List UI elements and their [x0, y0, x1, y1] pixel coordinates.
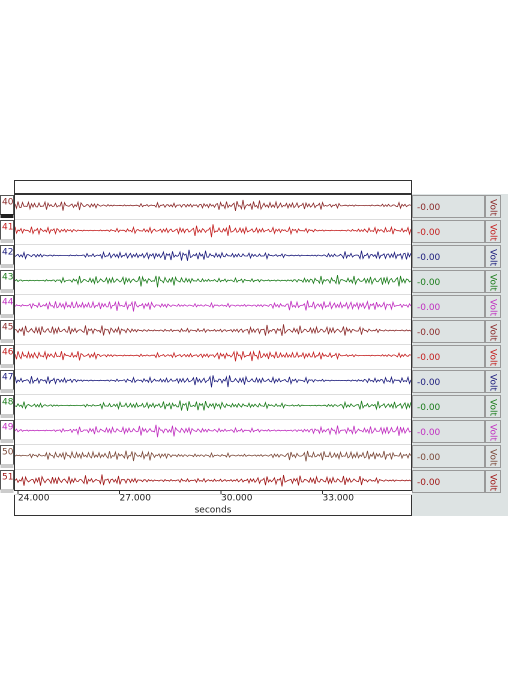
- unit-box: [485, 245, 501, 268]
- waveform: [14, 400, 412, 411]
- unit-box: [485, 320, 501, 343]
- channel-label-foot: [0, 389, 14, 393]
- value-box: [412, 345, 485, 368]
- channel-label-foot: [0, 464, 14, 468]
- channel-unit: Volt: [488, 374, 498, 391]
- unit-box: [485, 470, 501, 493]
- waveform: [14, 424, 412, 438]
- value-box: [412, 370, 485, 393]
- channel-label: 50: [2, 448, 14, 458]
- channel-value: -0.00: [417, 428, 441, 438]
- channel-label: 40: [2, 198, 14, 208]
- unit-box: [485, 370, 501, 393]
- unit-box: [485, 345, 501, 368]
- waveform: [14, 474, 412, 487]
- channel-unit: Volt: [488, 424, 498, 441]
- channel-unit: Volt: [488, 199, 498, 216]
- top-bar: [14, 180, 412, 194]
- plot-frame: [14, 194, 412, 491]
- row-bg: [14, 220, 412, 245]
- channel-value: -0.00: [417, 353, 441, 363]
- row-bg: [14, 395, 412, 420]
- value-box: [412, 470, 485, 493]
- channel-unit: Volt: [488, 474, 498, 491]
- channel-label: 48: [2, 398, 14, 408]
- channel-value: -0.00: [417, 378, 441, 388]
- channel-label-foot: [0, 289, 14, 293]
- value-box: [412, 445, 485, 468]
- channel-unit: Volt: [488, 274, 498, 291]
- waveform: [14, 249, 412, 261]
- value-box: [412, 420, 485, 443]
- channel-label: 41: [2, 223, 13, 233]
- channel-unit: Volt: [488, 349, 498, 366]
- unit-box: [485, 220, 501, 243]
- value-box: [412, 245, 485, 268]
- tick-label: 33.000: [323, 494, 355, 504]
- channel-value: -0.00: [417, 453, 441, 463]
- channel-value: -0.00: [417, 478, 441, 488]
- waveform: [14, 375, 412, 388]
- value-box: [412, 270, 485, 293]
- channel-label-foot: [0, 239, 14, 243]
- row-bg: [14, 320, 412, 345]
- channel-label: 47: [2, 373, 13, 383]
- unit-box: [485, 395, 501, 418]
- channel-value: -0.00: [417, 303, 441, 313]
- row-bg: [14, 270, 412, 295]
- tick-label: 24.000: [18, 494, 50, 504]
- waveform: [14, 350, 412, 362]
- channel-label-foot: [0, 339, 14, 343]
- tick-label: 30.000: [221, 494, 253, 504]
- row-bg: [14, 420, 412, 445]
- channel-unit: Volt: [488, 249, 498, 266]
- value-box: [412, 220, 485, 243]
- value-box: [412, 195, 485, 218]
- channel-label-foot: [0, 414, 14, 418]
- channel-unit: Volt: [488, 299, 498, 316]
- row-bg: [14, 370, 412, 395]
- channel-label: 43: [2, 273, 13, 283]
- waveform: [14, 300, 412, 312]
- unit-box: [485, 445, 501, 468]
- channel-unit: Volt: [488, 324, 498, 341]
- channel-label-foot: [0, 214, 14, 218]
- channel-label-foot: [0, 364, 14, 368]
- channel-label: 51: [2, 473, 13, 483]
- channel-value: -0.00: [417, 403, 441, 413]
- channel-label: 46: [2, 348, 14, 358]
- waveform: [14, 199, 412, 211]
- value-box: [412, 295, 485, 318]
- channel-value: -0.00: [417, 203, 441, 213]
- waveform: [14, 324, 412, 336]
- value-box: [412, 395, 485, 418]
- unit-box: [485, 295, 501, 318]
- channel-value: -0.00: [417, 228, 441, 238]
- channel-label: 49: [2, 423, 14, 433]
- channel-label-foot: [0, 439, 14, 443]
- channel-unit: Volt: [488, 399, 498, 416]
- waveform: [14, 224, 412, 238]
- unit-box: [485, 195, 501, 218]
- channel-label-foot: [0, 489, 14, 493]
- channel-label: 44: [2, 298, 14, 308]
- channel-value: -0.00: [417, 253, 441, 263]
- channel-label: 42: [2, 248, 13, 258]
- channel-value: -0.00: [417, 278, 441, 288]
- unit-box: [485, 420, 501, 443]
- waveform: [14, 275, 412, 288]
- channel-label-foot: [0, 314, 14, 318]
- channel-label: 45: [2, 323, 13, 333]
- row-bg: [14, 245, 412, 270]
- channel-value: -0.00: [417, 328, 441, 338]
- channel-unit: Volt: [488, 224, 498, 241]
- value-box: [412, 320, 485, 343]
- waveform: [14, 450, 412, 462]
- channel-label-foot: [0, 264, 14, 268]
- tick-label: 27.000: [120, 494, 152, 504]
- unit-box: [485, 270, 501, 293]
- axis-label: seconds: [195, 506, 232, 516]
- channel-unit: Volt: [488, 449, 498, 466]
